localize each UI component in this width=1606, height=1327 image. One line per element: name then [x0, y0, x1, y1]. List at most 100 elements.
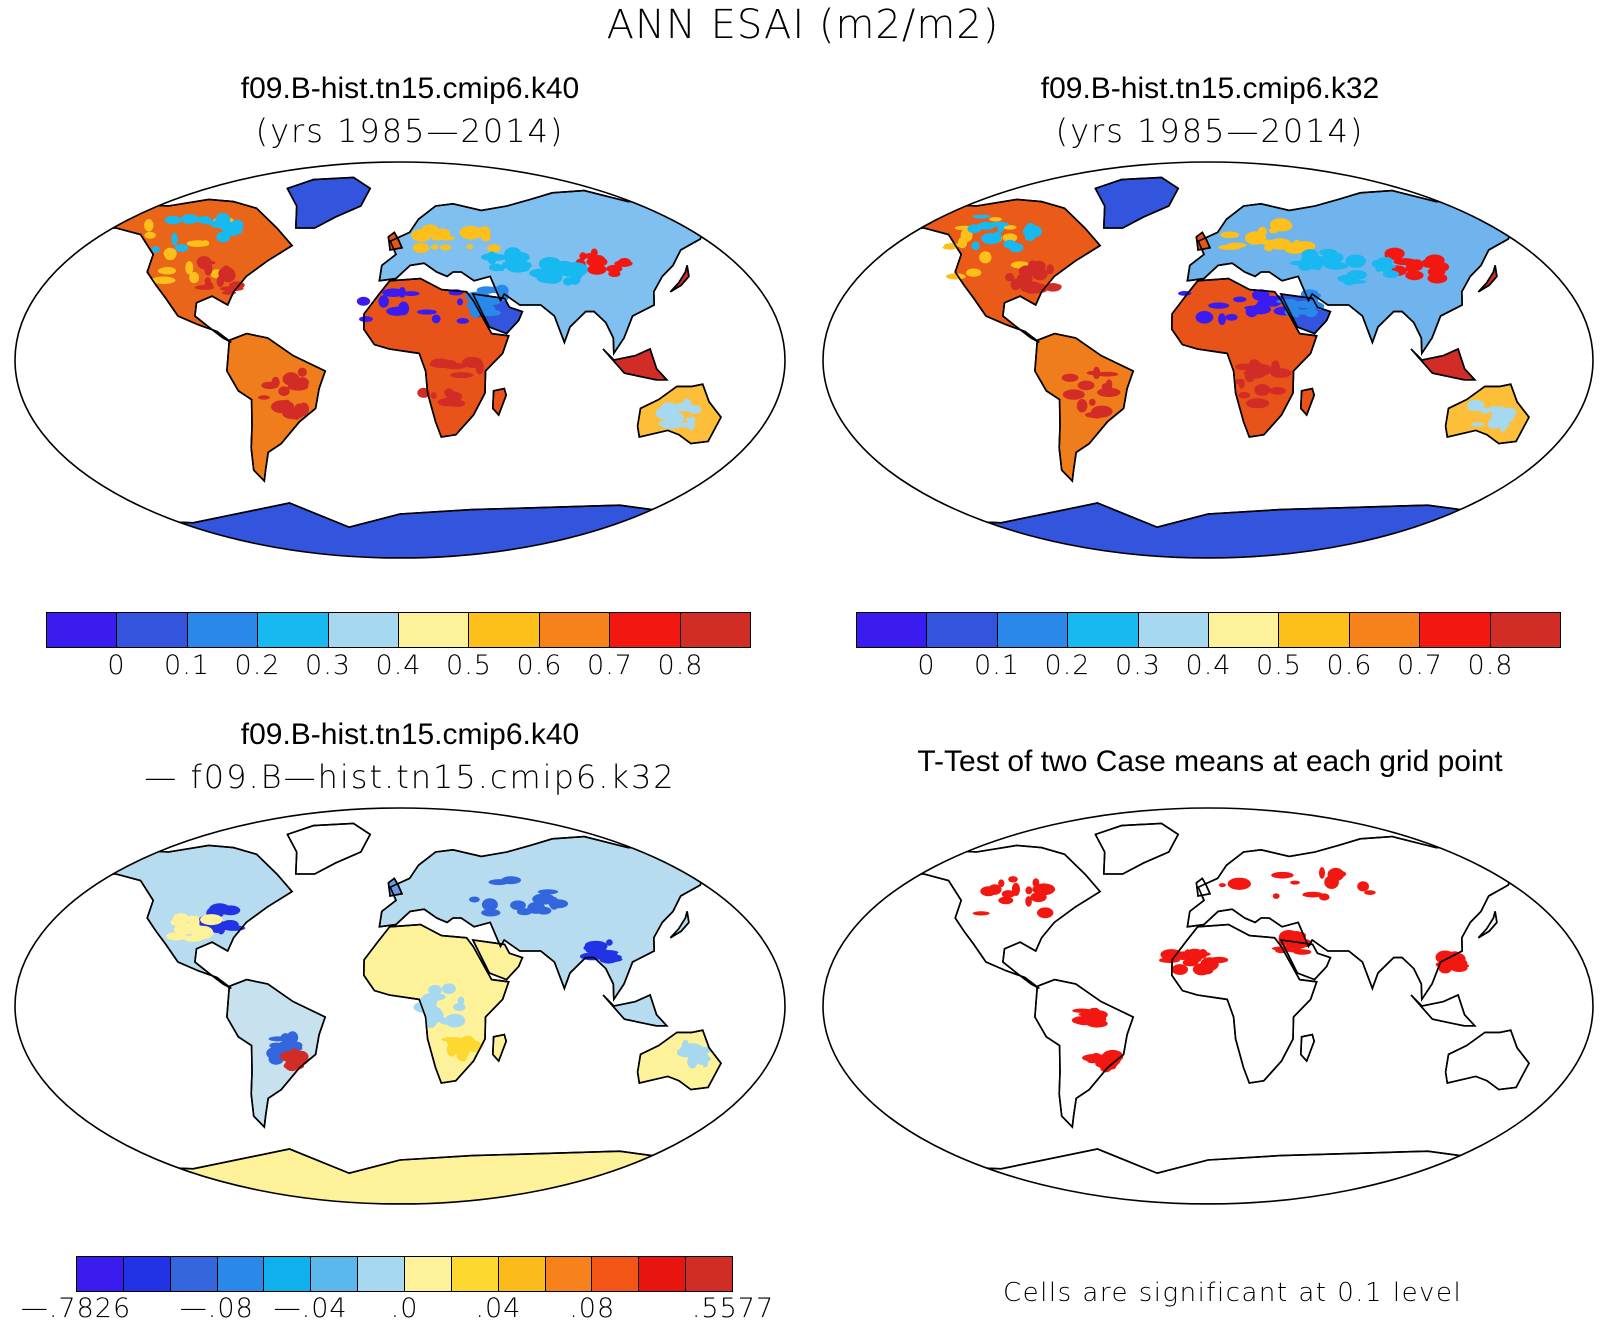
field-cell [516, 908, 533, 916]
field-cell [416, 309, 437, 315]
field-cell [1290, 880, 1300, 885]
colorbar-swatch [610, 613, 681, 647]
colorbar-tick-label: 0.5 [1256, 650, 1302, 681]
colorbar-swatch [217, 1257, 265, 1291]
colorbar-swatch [47, 613, 118, 647]
colorbar-tick-label: 0.4 [1185, 650, 1232, 681]
colorbar-tick-label: .5577 [691, 1293, 775, 1324]
field-cell [594, 950, 619, 955]
field-cell [453, 1003, 466, 1012]
coastline [734, 442, 766, 462]
field-cell [268, 1036, 288, 1042]
field-cell [677, 422, 696, 428]
field-cell [194, 285, 215, 290]
panel-title-bottom-left-line2: — f09.B—hist.tn15.cmip6.k32 [144, 758, 676, 796]
field-cell [1258, 239, 1276, 245]
field-cell [1200, 957, 1219, 971]
field-cell [429, 361, 446, 367]
field-cell [972, 214, 991, 219]
coastline [1195, 231, 1212, 251]
field-cell [1186, 948, 1203, 961]
field-cell [164, 215, 182, 225]
field-cell [1005, 273, 1015, 282]
field-cell [1024, 233, 1036, 242]
field-cell [1086, 1019, 1108, 1028]
field-cell [1089, 1010, 1108, 1020]
colorbar-tick-label: .0 [390, 1293, 419, 1324]
field-cell [466, 244, 473, 250]
field-cell [1430, 265, 1447, 271]
field-cell [1319, 248, 1337, 256]
landmass-antarctica [84, 1148, 707, 1204]
field-cell [1499, 407, 1517, 417]
field-cell [448, 399, 466, 407]
field-cell [1226, 242, 1247, 248]
coastline [1279, 938, 1332, 981]
colorbar-swatch [170, 1257, 218, 1291]
field-cell [1234, 882, 1251, 889]
field-cell [444, 1013, 466, 1028]
coastline [471, 292, 524, 335]
field-cell [606, 939, 613, 946]
field-cell [434, 228, 451, 240]
coastline [1410, 347, 1477, 381]
colorbar-swatch [77, 1257, 124, 1291]
field-cell [457, 1052, 468, 1062]
field-cell [1046, 264, 1054, 275]
field-cell [1294, 300, 1319, 309]
field-cell [1008, 876, 1018, 883]
field-cell [282, 399, 292, 413]
field-cell [189, 272, 200, 284]
landmass-nz [734, 442, 766, 462]
field-cell [1016, 273, 1033, 284]
field-cell [457, 996, 465, 1005]
field-cell [1025, 896, 1032, 907]
field-cell [967, 224, 982, 234]
field-cell [1077, 380, 1095, 391]
field-cell [171, 934, 181, 941]
panel-title-top-left-line2: (yrs 1985—2014) [255, 112, 565, 150]
field-cell [1105, 379, 1113, 390]
field-cell [261, 381, 278, 390]
field-cell [1302, 891, 1323, 898]
colorbar-swatch [264, 1257, 312, 1291]
field-cell [431, 314, 441, 324]
field-cell [425, 1015, 437, 1028]
colorbar-tick-label: —.08 [179, 1293, 254, 1324]
coastline [1444, 383, 1530, 445]
field-cell [465, 291, 488, 302]
colorbar-tick-label: .04 [475, 1293, 522, 1324]
colorbar-swatch [857, 613, 928, 647]
field-cell [536, 906, 552, 915]
field-cell [378, 295, 390, 308]
field-cell [1089, 398, 1096, 406]
field-cell [1238, 378, 1245, 389]
field-cell [1235, 363, 1254, 371]
field-cell [462, 356, 483, 368]
field-cell [685, 417, 696, 422]
map-top-left [14, 161, 786, 559]
coastline [1299, 1033, 1316, 1063]
field-cell [569, 274, 581, 285]
field-cell [592, 941, 608, 951]
field-cell [510, 900, 526, 910]
coastline [1186, 189, 1543, 356]
coastline [1094, 176, 1180, 229]
field-cell [1072, 1008, 1092, 1013]
coastline [471, 938, 524, 981]
field-cell [439, 244, 452, 251]
coastline [1542, 1088, 1574, 1108]
field-cell [402, 291, 420, 297]
field-cell [1218, 313, 1226, 326]
field-cell [681, 1039, 690, 1053]
field-cell [495, 284, 509, 297]
field-cell [185, 261, 194, 275]
field-cell [537, 889, 559, 895]
field-cell [557, 265, 582, 277]
field-cell [282, 372, 300, 386]
field-cell [1160, 949, 1183, 961]
field-cell [160, 266, 176, 275]
coastline [286, 176, 372, 229]
field-cell [151, 246, 160, 253]
field-texture [972, 867, 1470, 1073]
